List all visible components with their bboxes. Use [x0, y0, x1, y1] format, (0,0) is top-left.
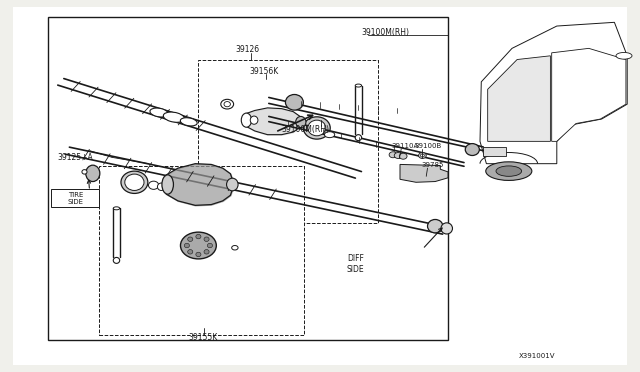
Ellipse shape: [486, 162, 532, 180]
Ellipse shape: [125, 174, 144, 190]
Ellipse shape: [157, 183, 165, 190]
Ellipse shape: [113, 257, 120, 263]
Text: TIRE
SIDE: TIRE SIDE: [68, 192, 83, 205]
Bar: [99, 166, 304, 335]
Ellipse shape: [82, 170, 87, 174]
Polygon shape: [480, 22, 627, 164]
Text: 39100M(RH): 39100M(RH): [362, 28, 410, 37]
Bar: [48, 17, 448, 340]
Text: X391001V: X391001V: [519, 353, 556, 359]
Ellipse shape: [196, 234, 201, 239]
Ellipse shape: [394, 153, 402, 158]
Ellipse shape: [113, 207, 120, 210]
Ellipse shape: [250, 116, 258, 124]
Ellipse shape: [221, 99, 234, 109]
Ellipse shape: [163, 112, 184, 122]
Text: 39785: 39785: [421, 162, 444, 168]
Ellipse shape: [308, 120, 326, 136]
Ellipse shape: [204, 250, 209, 254]
Ellipse shape: [616, 52, 632, 59]
Text: 39100M(RH): 39100M(RH): [282, 125, 330, 134]
Ellipse shape: [148, 181, 159, 189]
Ellipse shape: [150, 108, 168, 117]
Text: 39126: 39126: [236, 45, 260, 54]
Ellipse shape: [121, 171, 148, 193]
Ellipse shape: [184, 243, 189, 248]
Ellipse shape: [224, 102, 230, 107]
Ellipse shape: [180, 118, 197, 126]
Ellipse shape: [196, 252, 201, 257]
Ellipse shape: [241, 113, 252, 127]
Text: 39100B: 39100B: [415, 143, 442, 149]
Text: DIFF
SIDE: DIFF SIDE: [347, 254, 365, 274]
Bar: [483, 147, 506, 156]
Polygon shape: [552, 48, 626, 141]
Ellipse shape: [162, 175, 173, 194]
Text: 39155K: 39155K: [189, 333, 218, 342]
Bar: [198, 60, 378, 223]
FancyBboxPatch shape: [51, 189, 99, 207]
Ellipse shape: [324, 132, 335, 138]
Ellipse shape: [428, 219, 443, 233]
Ellipse shape: [420, 154, 424, 157]
Ellipse shape: [399, 153, 407, 159]
Polygon shape: [488, 56, 550, 141]
Ellipse shape: [465, 144, 479, 155]
Ellipse shape: [227, 178, 238, 191]
Ellipse shape: [232, 246, 238, 250]
Ellipse shape: [204, 237, 209, 241]
Ellipse shape: [296, 116, 306, 128]
Text: 39156K: 39156K: [250, 67, 279, 76]
Ellipse shape: [419, 153, 426, 158]
Text: 39110A: 39110A: [392, 143, 419, 149]
Ellipse shape: [285, 94, 303, 110]
Ellipse shape: [188, 250, 193, 254]
Ellipse shape: [303, 117, 330, 139]
Ellipse shape: [389, 152, 397, 158]
Ellipse shape: [355, 135, 362, 141]
Ellipse shape: [86, 165, 100, 182]
Polygon shape: [400, 164, 448, 182]
Ellipse shape: [188, 237, 193, 241]
Text: 39125+A: 39125+A: [58, 153, 93, 162]
Ellipse shape: [441, 223, 452, 234]
Ellipse shape: [180, 232, 216, 259]
Ellipse shape: [355, 84, 362, 87]
Ellipse shape: [496, 166, 522, 176]
Ellipse shape: [207, 243, 212, 248]
